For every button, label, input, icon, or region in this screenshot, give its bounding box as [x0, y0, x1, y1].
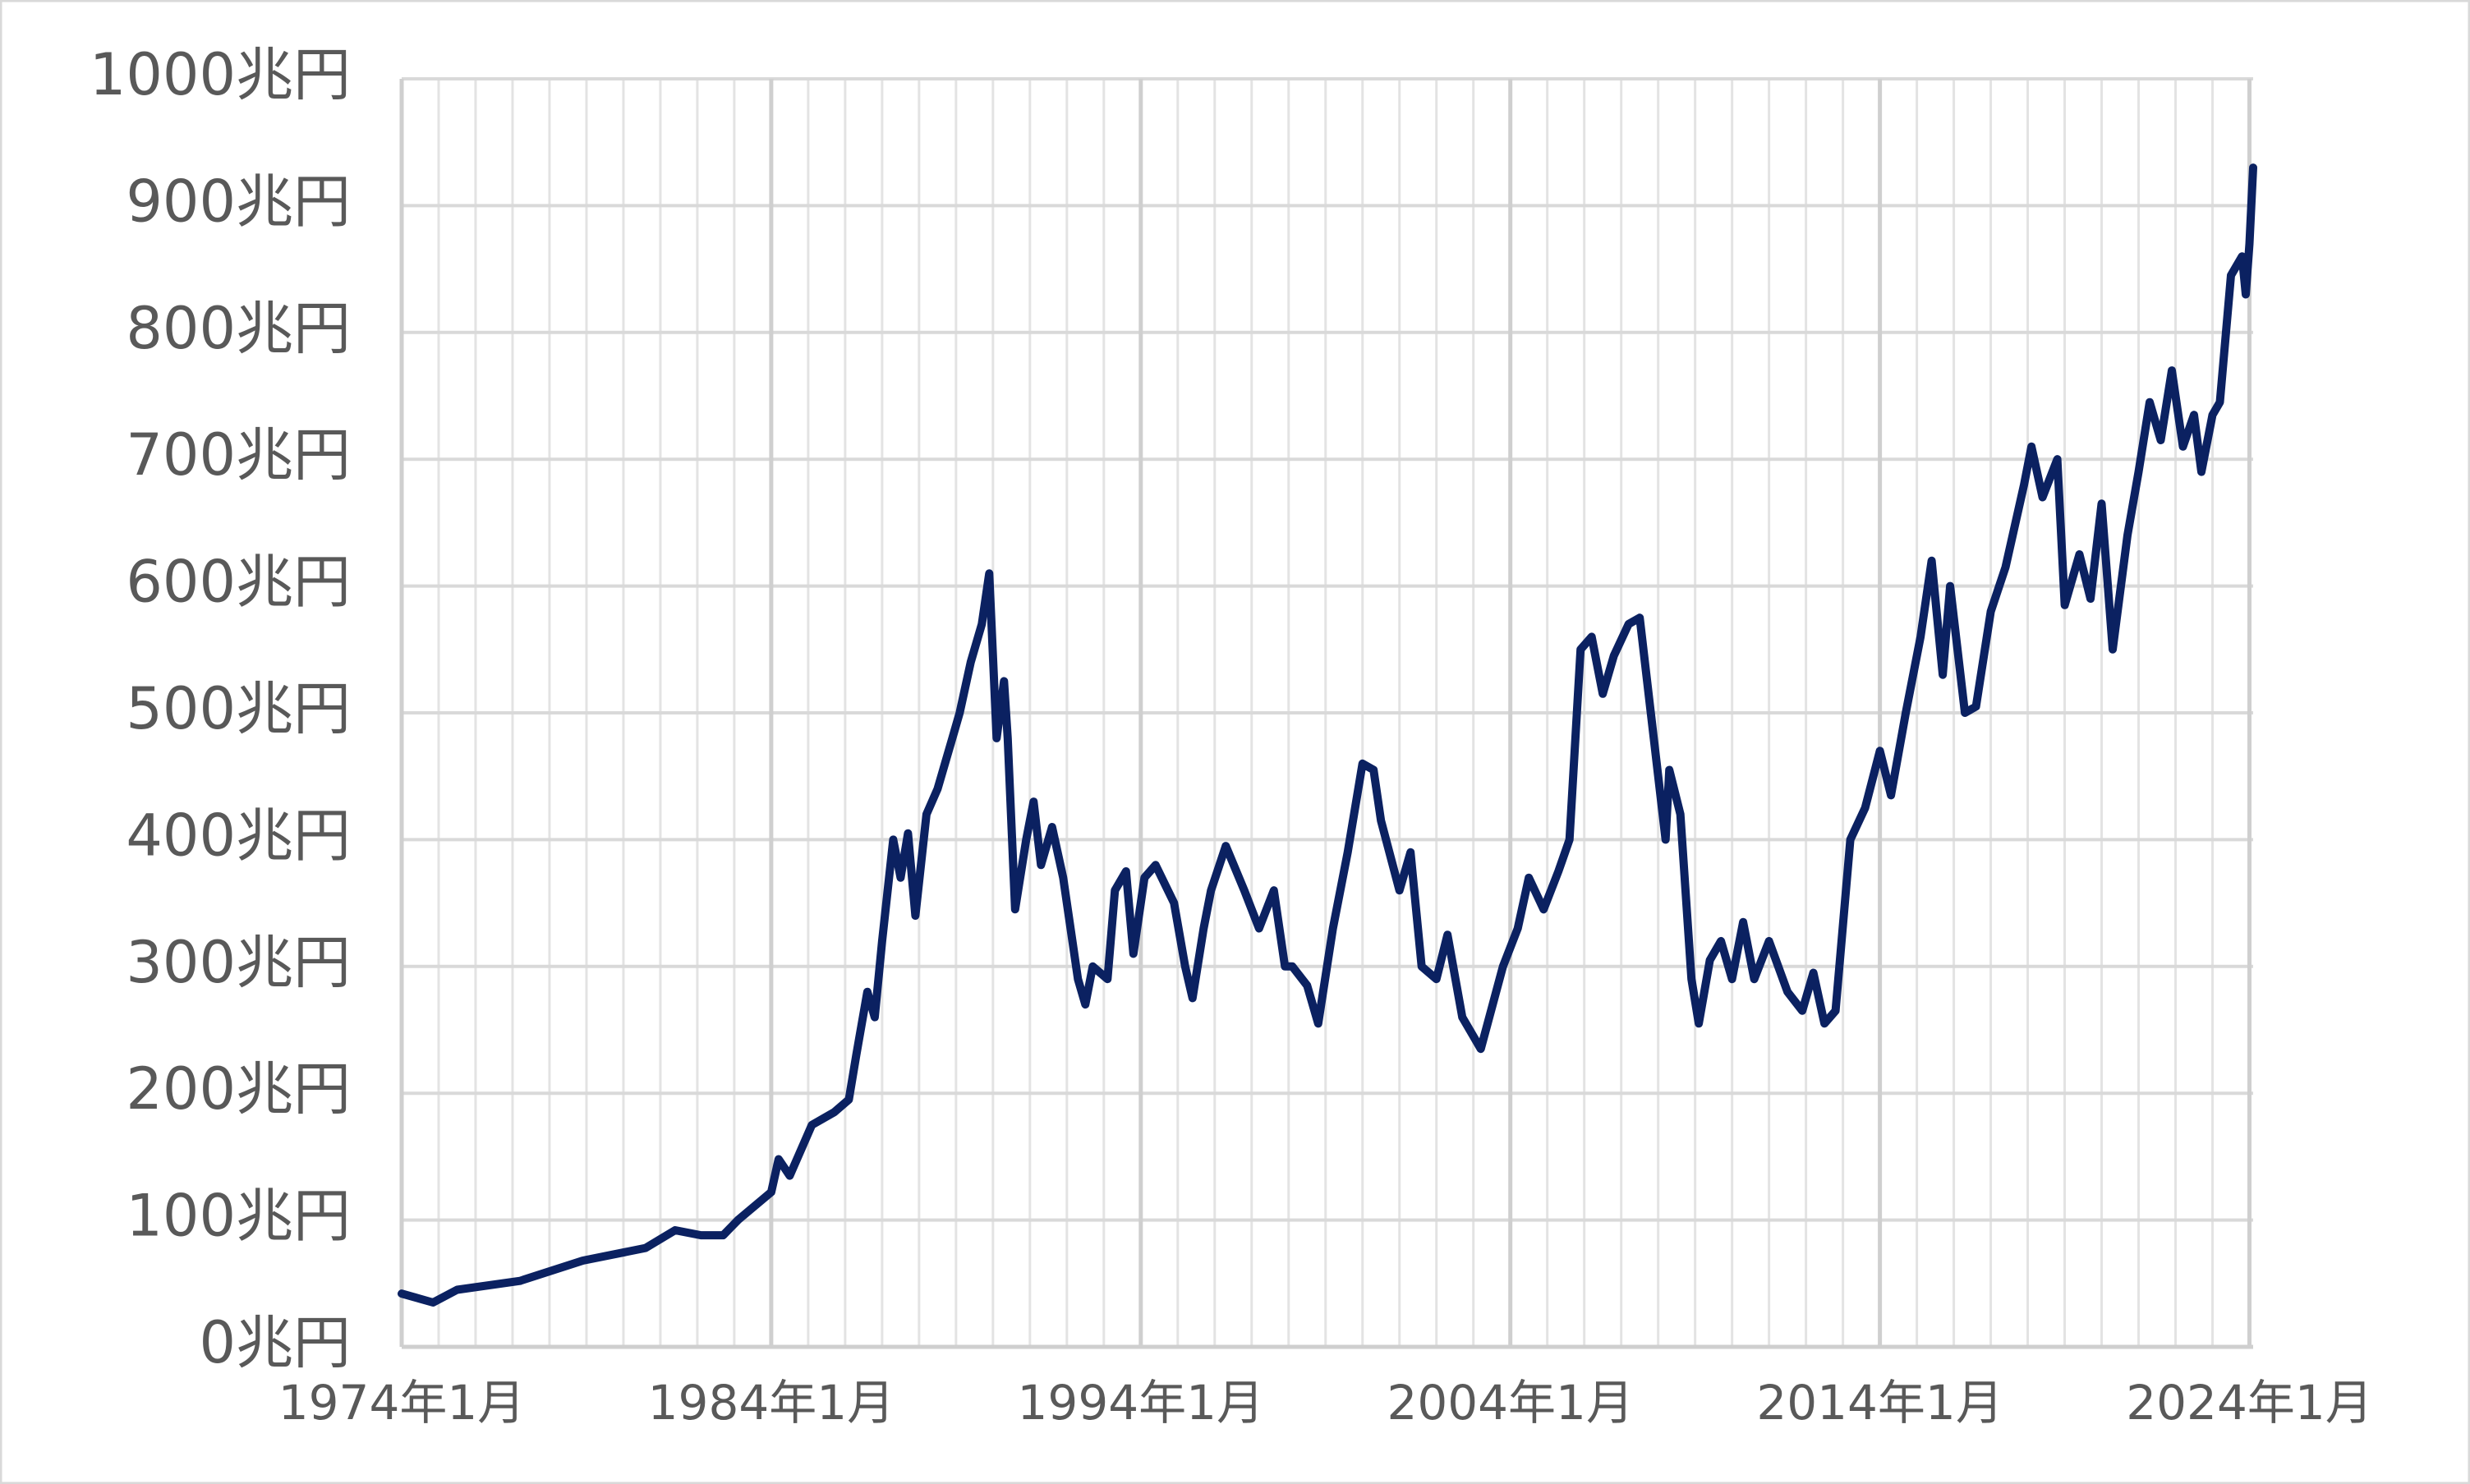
y-tick-label: 1000兆円 — [90, 41, 351, 108]
y-tick-label: 100兆円 — [126, 1183, 351, 1250]
y-tick-label: 500兆円 — [126, 675, 351, 742]
y-tick-label: 600兆円 — [126, 549, 351, 616]
y-tick-label: 400兆円 — [126, 802, 351, 869]
x-tick-label: 2014年1月 — [1756, 1375, 2003, 1431]
y-tick-label: 800兆円 — [126, 295, 351, 362]
y-tick-label: 200兆円 — [126, 1055, 351, 1123]
y-tick-label: 300兆円 — [126, 929, 351, 996]
x-tick-label: 1974年1月 — [278, 1375, 526, 1431]
y-tick-label: 0兆円 — [199, 1309, 351, 1376]
y-tick-label: 700兆円 — [126, 421, 351, 489]
x-tick-label: 1994年1月 — [1018, 1375, 1265, 1431]
y-tick-label: 900兆円 — [126, 168, 351, 235]
x-tick-label: 2004年1月 — [1387, 1375, 1634, 1431]
data-line — [398, 163, 2257, 1307]
x-tick-label: 1984年1月 — [648, 1375, 895, 1431]
x-tick-label: 2024年1月 — [2126, 1375, 2373, 1431]
